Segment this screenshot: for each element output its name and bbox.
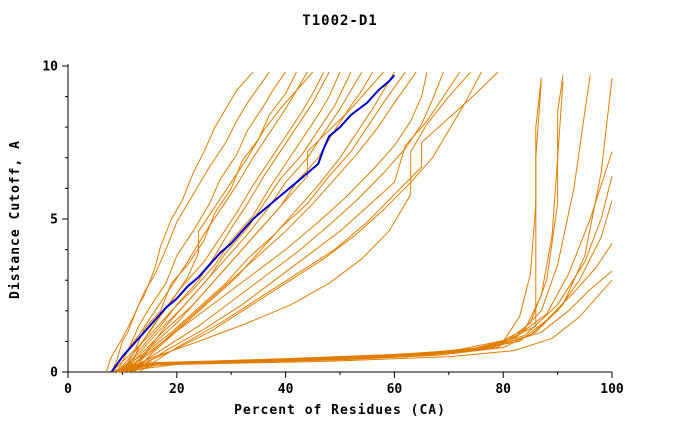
model-series-line — [116, 81, 564, 373]
model-series-line — [127, 71, 444, 373]
model-series-line — [116, 71, 395, 373]
model-series-line — [132, 71, 352, 373]
model-series-line — [132, 71, 406, 373]
y-tick-label: 5 — [50, 213, 58, 228]
page-title: T1002-D1 — [302, 13, 378, 29]
model-series-line — [122, 71, 428, 373]
model-series-line — [122, 81, 542, 373]
model-series-line — [122, 75, 591, 373]
model-series-line — [111, 75, 564, 373]
x-tick-label: 100 — [600, 382, 624, 397]
x-tick-label: 20 — [169, 382, 185, 397]
y-tick-label: 0 — [50, 366, 58, 381]
model-series-line — [111, 71, 254, 373]
model-series-line — [116, 71, 363, 373]
model-series-line — [122, 71, 482, 373]
x-tick-label: 80 — [495, 382, 511, 397]
model-series-line — [127, 71, 384, 373]
model-series-line — [116, 176, 613, 373]
model-series-line — [116, 243, 613, 373]
model-series-line — [105, 71, 270, 373]
model-series-line — [111, 71, 308, 373]
model-series-line — [122, 71, 330, 373]
x-tick-label: 60 — [387, 382, 403, 397]
model-series-line — [122, 71, 417, 373]
x-tick-label: 0 — [64, 382, 72, 397]
y-tick-label: 10 — [42, 60, 58, 75]
model-series-line — [116, 71, 287, 373]
model-series-line — [111, 71, 341, 373]
highlight-series-line — [110, 74, 396, 373]
x-tick-label: 40 — [278, 382, 294, 397]
model-series-line — [138, 71, 499, 373]
model-series-line — [133, 71, 461, 373]
model-series-line — [116, 71, 325, 373]
x-axis-label: Percent of Residues (CA) — [234, 403, 446, 418]
model-series-line — [116, 71, 471, 373]
model-series-line — [116, 279, 613, 373]
